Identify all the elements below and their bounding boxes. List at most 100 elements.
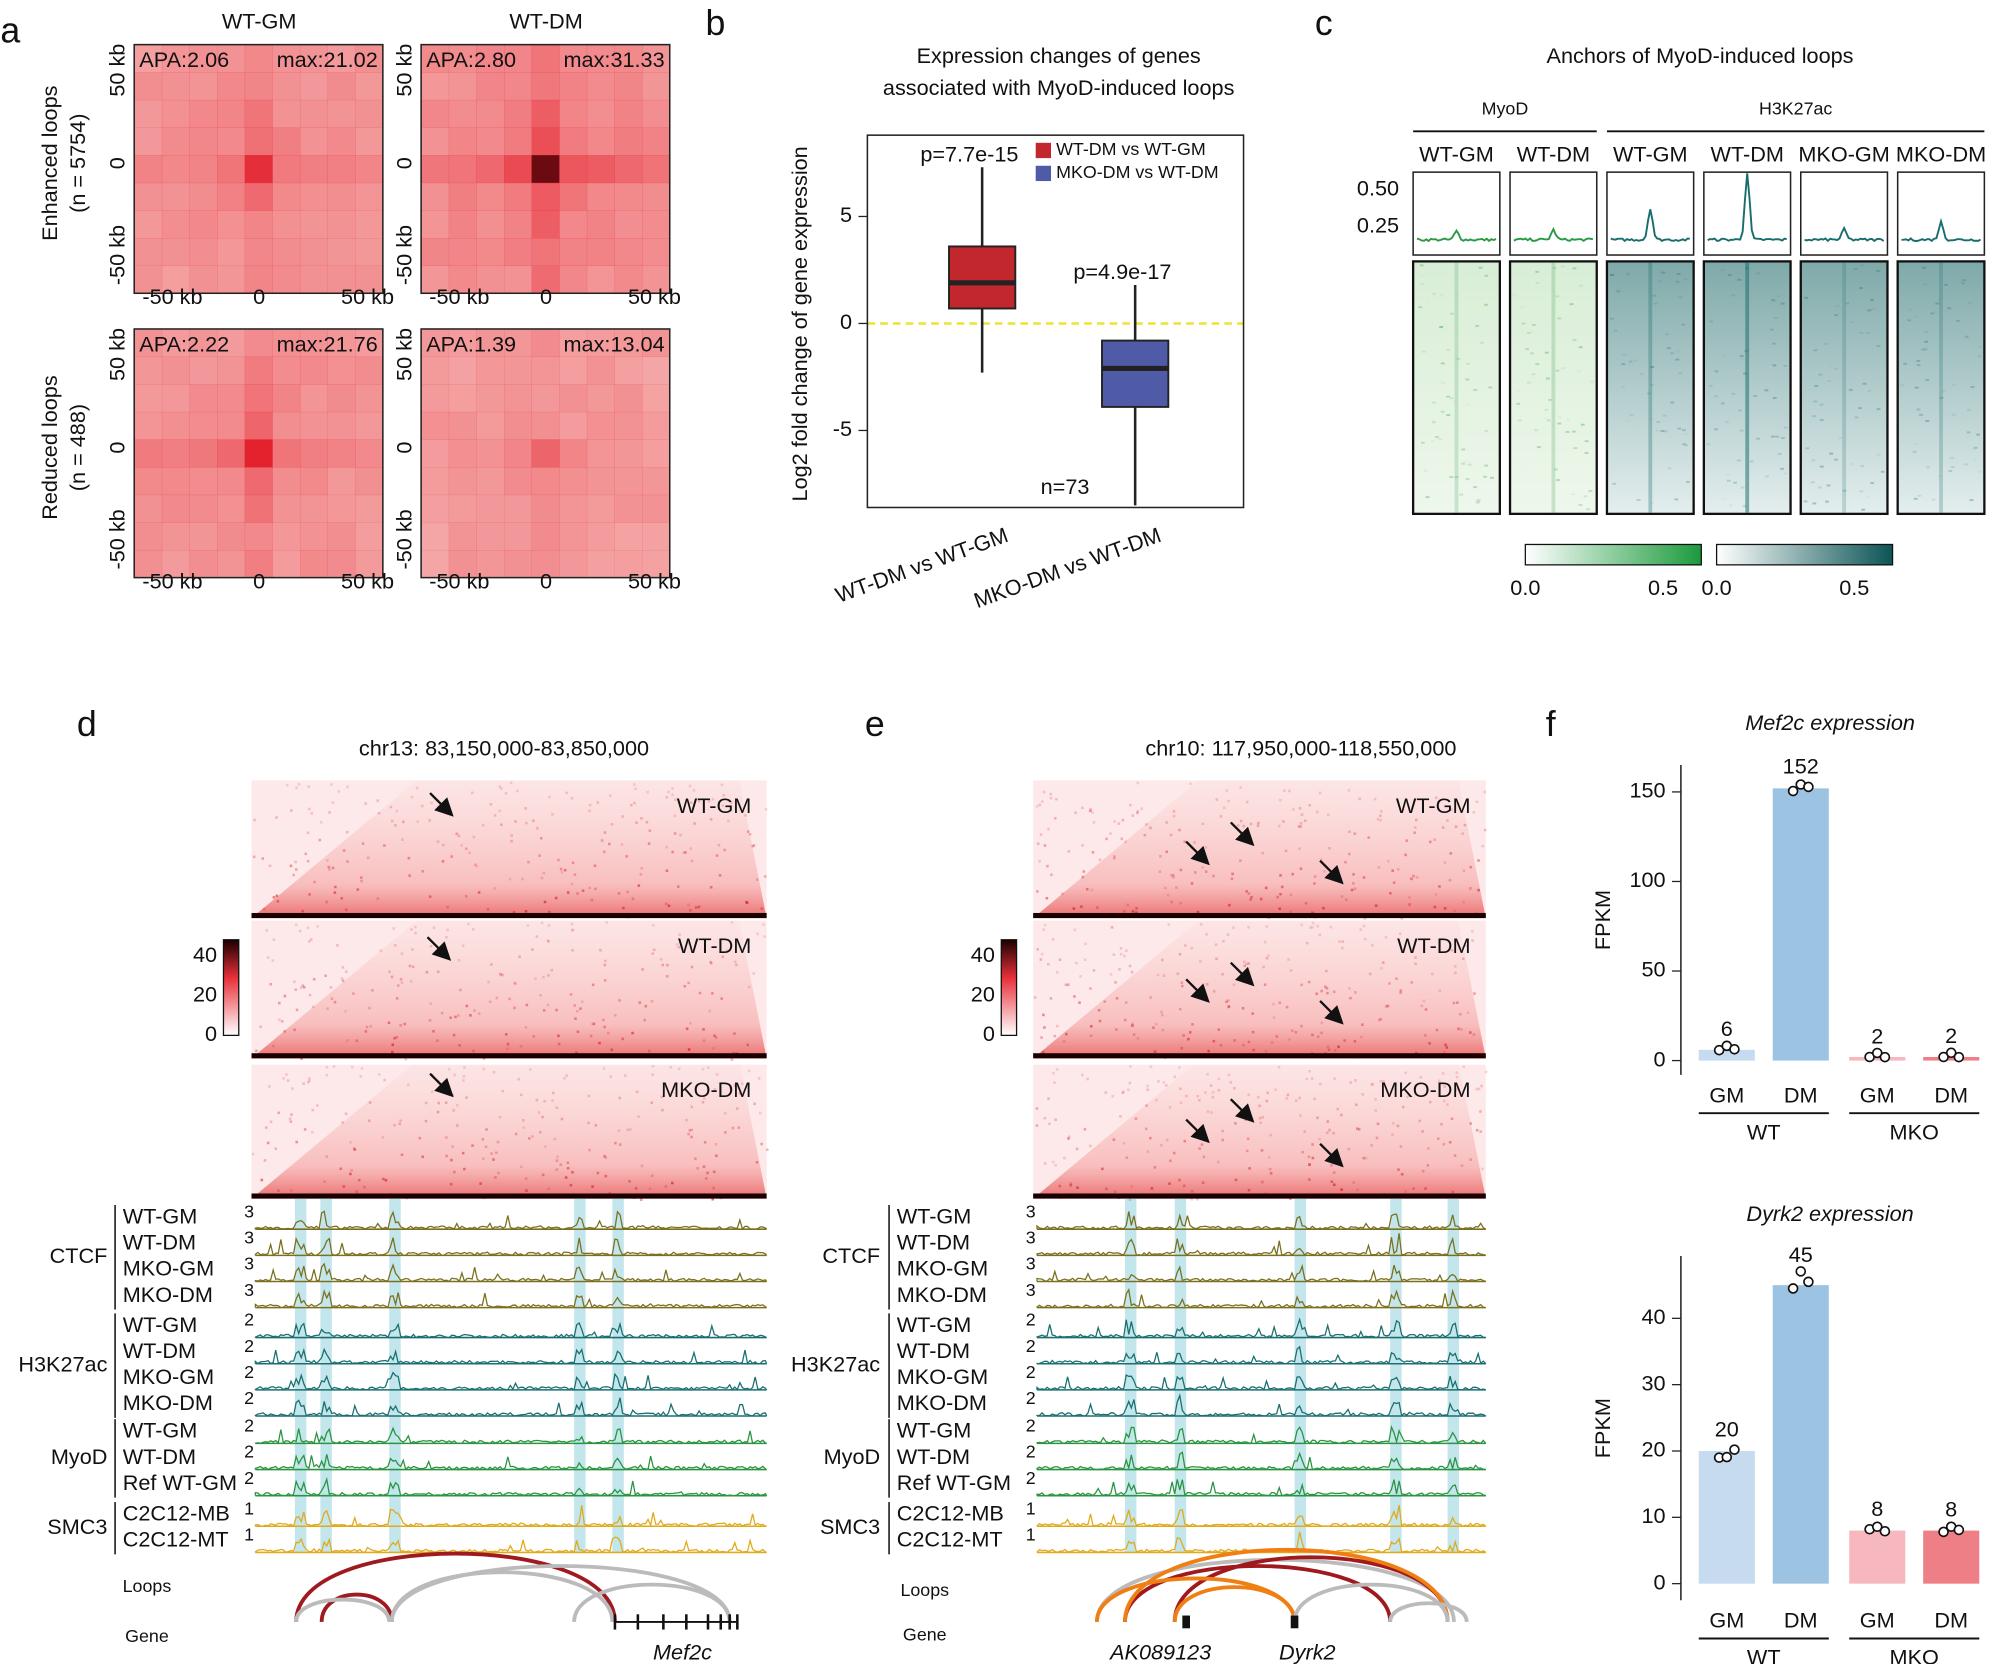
apa-cell [355, 467, 384, 496]
apa-cell [586, 384, 615, 413]
track-signal [254, 1505, 767, 1528]
arrow [1185, 1118, 1210, 1144]
hic-speck [436, 840, 440, 843]
apa-cell [559, 494, 588, 523]
hic-speck [356, 888, 360, 891]
hic-speck [560, 870, 564, 874]
hic-speck [263, 1159, 267, 1162]
hic-speck [1131, 910, 1135, 913]
hic-speck [1256, 824, 1260, 827]
hic-speck [1173, 1075, 1177, 1079]
y-tick-label: 0.25 [1357, 213, 1399, 238]
hic-speck [1286, 1093, 1290, 1097]
hic-speck [377, 1073, 381, 1076]
apa-cell [448, 210, 477, 239]
heatmap-speck [1490, 476, 1494, 479]
hic-speck [677, 945, 681, 949]
hic-speck [477, 891, 481, 894]
hic-speck [740, 1082, 744, 1086]
hic-speck [1178, 828, 1181, 832]
hic-speck [532, 1035, 536, 1038]
hic-speck [1179, 1101, 1183, 1104]
heatmap-speck [1639, 355, 1643, 357]
apa-cell [355, 72, 384, 101]
apa-cell [244, 127, 273, 156]
hic-speck [311, 1005, 315, 1009]
hic-speck [1062, 1040, 1066, 1043]
heatmap-speck [1916, 408, 1921, 411]
heatmap-speck [1573, 447, 1578, 450]
hic-speck [547, 924, 551, 927]
x-tick-label: 50 kb [341, 568, 394, 593]
hic-speck [555, 1168, 559, 1171]
annotation: n=73 [1041, 474, 1090, 499]
hic-speck [1475, 1128, 1479, 1132]
hic-speck [1442, 1142, 1446, 1146]
hic-speck [525, 1003, 529, 1007]
hic-speck [266, 956, 270, 959]
hic-speck [1035, 805, 1039, 808]
apa-cell [421, 265, 450, 294]
heatmap-speck [1465, 478, 1470, 480]
hic-speck [430, 801, 433, 805]
hic-speck [1049, 796, 1053, 800]
hic-speck [639, 1198, 643, 1201]
hic-speck [1424, 1187, 1427, 1190]
hic-speck [1285, 1097, 1289, 1100]
heatmap-speck [1938, 475, 1943, 478]
apa-cell [217, 155, 246, 184]
heatmap-speck [1569, 303, 1574, 306]
heatmap-speck [1966, 417, 1970, 419]
y-tick-label: 150 [1629, 778, 1665, 803]
apa-cell [503, 265, 532, 294]
apa-cell [503, 99, 532, 128]
hic-speck [1360, 1035, 1363, 1039]
arrow [429, 792, 454, 817]
hic-speck [540, 876, 544, 880]
hic-speck [1446, 1103, 1449, 1106]
hic-speck [399, 1024, 402, 1027]
apa-cell [476, 265, 505, 294]
hic-speck [1043, 1026, 1046, 1029]
heatmap-speck [1420, 282, 1424, 285]
apa-cell [217, 549, 246, 579]
hic-speck [436, 970, 440, 974]
y-tick-label: 30 [1642, 1370, 1666, 1395]
heatmap-speck [1616, 290, 1621, 293]
apa-cell [134, 356, 163, 385]
heatmap-speck [1654, 491, 1658, 493]
apa-cell [327, 182, 356, 211]
hic-speck [1229, 1081, 1233, 1084]
apa-stat: max:21.76 [277, 331, 378, 356]
heatmap-speck [1425, 496, 1430, 499]
heatmap-speck [1859, 287, 1863, 289]
hic-speck [471, 791, 474, 795]
hic-speck [1247, 1040, 1251, 1044]
hic-speck [600, 839, 604, 842]
heatmap-speck [1517, 419, 1522, 422]
heatmap-speck [1781, 302, 1786, 305]
apa-cell [299, 467, 328, 496]
hic-speck [336, 944, 339, 947]
hic-speck [1279, 874, 1282, 877]
hic-speck [756, 878, 759, 881]
heatmap-speck [1714, 395, 1718, 398]
hic-speck [402, 820, 405, 824]
hic-speck [1215, 798, 1219, 801]
hic-speck [260, 1178, 264, 1182]
hic-speck [1305, 941, 1309, 945]
hic-speck [1089, 808, 1092, 811]
hic-speck [591, 1022, 594, 1026]
apa-cell [189, 522, 218, 551]
apa-cell [355, 549, 384, 579]
hic-speck [1265, 1099, 1269, 1103]
hic-speck [1250, 895, 1253, 899]
hic-speck [628, 1128, 632, 1131]
track-sample: WT-DM [897, 1338, 970, 1363]
heatmap-speck [1765, 475, 1769, 478]
track-scale: 2 [1026, 1362, 1036, 1382]
hic-speck [1166, 893, 1170, 897]
hic-speck [633, 783, 636, 786]
apa-cell [531, 467, 560, 496]
heatmap-speck [1776, 295, 1781, 298]
